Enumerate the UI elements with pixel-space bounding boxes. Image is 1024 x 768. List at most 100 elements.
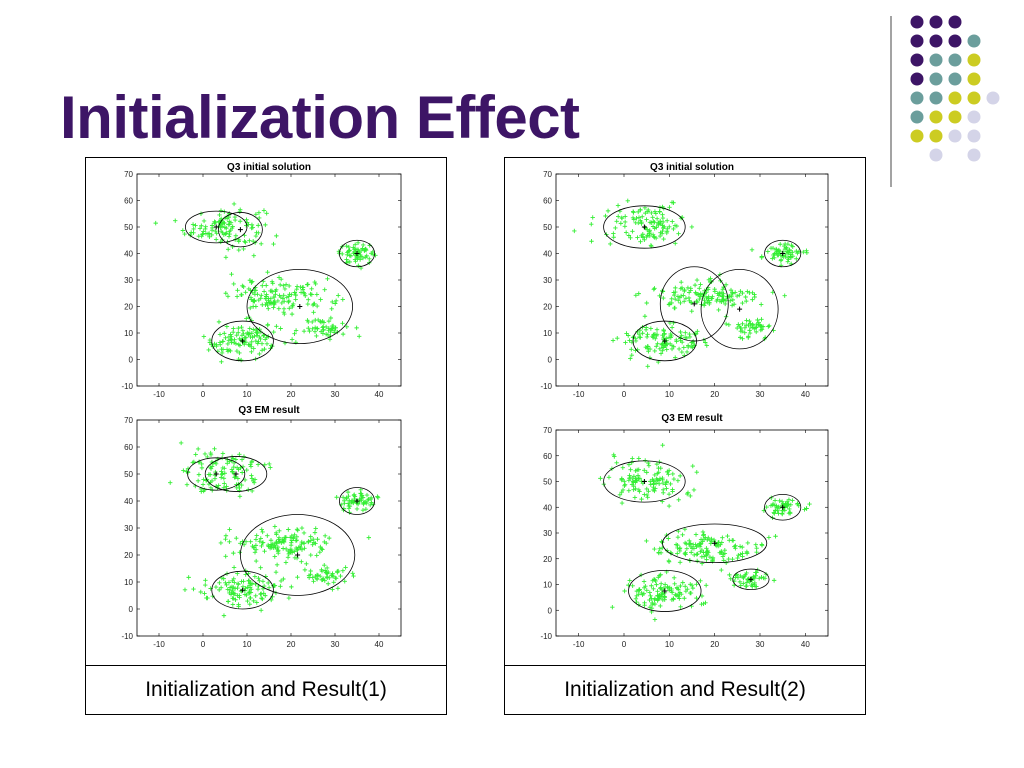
data-point bbox=[231, 281, 236, 287]
data-point bbox=[651, 234, 657, 239]
panel-2-top-x-tick-label: 0 bbox=[622, 390, 627, 399]
data-point bbox=[630, 229, 635, 234]
data-point bbox=[203, 578, 208, 583]
data-point bbox=[648, 593, 653, 599]
data-point bbox=[299, 547, 305, 552]
panel-2-bottom-scatter-plot: Q3 EM result -10 0 10 20 30 40 -10 0 10 20 30 40 50 60… bbox=[540, 413, 829, 649]
panel-2-bottom-component-ellipse bbox=[662, 523, 768, 564]
panel-2-top-x-tick-label: 20 bbox=[710, 390, 719, 399]
data-point bbox=[730, 538, 736, 543]
data-point bbox=[232, 337, 237, 342]
data-point bbox=[305, 301, 311, 307]
data-point bbox=[227, 527, 232, 532]
data-point bbox=[655, 593, 661, 598]
data-point bbox=[740, 300, 745, 306]
data-point bbox=[589, 222, 594, 227]
data-point bbox=[247, 238, 252, 243]
data-point bbox=[324, 540, 329, 546]
data-point bbox=[776, 249, 781, 254]
data-point bbox=[691, 487, 697, 493]
data-point bbox=[787, 511, 793, 516]
data-point bbox=[216, 587, 222, 593]
data-point bbox=[651, 478, 656, 483]
data-point bbox=[274, 562, 280, 568]
decorative-dot bbox=[910, 15, 924, 29]
data-point bbox=[305, 282, 310, 287]
data-point bbox=[662, 595, 668, 600]
data-point bbox=[661, 295, 666, 301]
data-point bbox=[244, 467, 249, 473]
data-point bbox=[223, 255, 229, 260]
panel-1-top-y-tick-label: 70 bbox=[124, 170, 133, 179]
data-point bbox=[353, 259, 358, 264]
data-point bbox=[590, 215, 595, 220]
data-point bbox=[243, 240, 248, 245]
data-point bbox=[355, 255, 360, 260]
panel-1-top-y-tick-label: 60 bbox=[124, 197, 133, 206]
data-point bbox=[633, 596, 639, 602]
data-point bbox=[237, 452, 242, 457]
data-point bbox=[225, 341, 231, 347]
data-point bbox=[318, 319, 324, 325]
data-point bbox=[230, 244, 235, 250]
data-point bbox=[719, 567, 724, 573]
data-point bbox=[234, 294, 240, 299]
data-point bbox=[256, 210, 262, 215]
data-point bbox=[610, 338, 616, 343]
data-point bbox=[622, 219, 628, 225]
data-point bbox=[257, 215, 262, 221]
data-point bbox=[224, 225, 229, 231]
data-point bbox=[650, 215, 655, 220]
panel-1-bottom-x-tick-label: 20 bbox=[287, 640, 296, 649]
data-point bbox=[241, 246, 246, 252]
panel-2-top-component-center bbox=[737, 306, 743, 312]
data-point bbox=[209, 478, 215, 484]
data-point bbox=[226, 347, 232, 353]
data-point bbox=[720, 535, 725, 540]
data-point bbox=[737, 544, 743, 549]
data-point bbox=[267, 461, 272, 467]
data-point bbox=[275, 549, 281, 554]
data-point bbox=[289, 337, 295, 342]
data-point bbox=[673, 355, 678, 360]
data-point bbox=[181, 468, 186, 473]
data-point bbox=[746, 576, 751, 581]
data-point bbox=[237, 494, 243, 499]
data-point bbox=[664, 230, 669, 236]
data-point bbox=[638, 239, 643, 244]
data-point bbox=[641, 591, 647, 596]
data-point bbox=[209, 223, 215, 228]
data-point bbox=[207, 340, 213, 345]
data-point bbox=[281, 538, 286, 544]
data-point bbox=[253, 537, 259, 542]
data-point bbox=[614, 460, 619, 466]
data-point bbox=[217, 580, 222, 586]
data-point bbox=[690, 463, 695, 469]
data-point bbox=[292, 331, 297, 336]
data-point bbox=[273, 569, 279, 575]
data-point bbox=[329, 306, 334, 312]
data-point bbox=[689, 224, 695, 230]
data-point bbox=[302, 567, 308, 573]
data-point bbox=[251, 327, 256, 332]
data-point bbox=[807, 501, 812, 507]
data-point bbox=[657, 546, 662, 551]
panel-1-caption: Initialization and Result(1) bbox=[86, 665, 446, 714]
data-point bbox=[678, 286, 684, 291]
data-point bbox=[636, 209, 641, 215]
data-point bbox=[242, 239, 247, 244]
data-point bbox=[343, 565, 348, 570]
data-point bbox=[274, 233, 279, 239]
data-point bbox=[280, 546, 286, 551]
data-point bbox=[257, 351, 262, 357]
data-point bbox=[227, 587, 233, 593]
data-point bbox=[271, 294, 276, 300]
data-point bbox=[660, 225, 666, 231]
panel-1-plots: Q3 initial solution -10 0 10 20 30 40 -10 0 10 20 3… bbox=[121, 162, 402, 649]
data-point bbox=[218, 585, 224, 590]
data-point bbox=[645, 495, 650, 500]
data-point bbox=[223, 291, 229, 296]
data-point bbox=[701, 601, 706, 606]
data-point bbox=[199, 223, 204, 228]
data-point bbox=[322, 568, 328, 573]
